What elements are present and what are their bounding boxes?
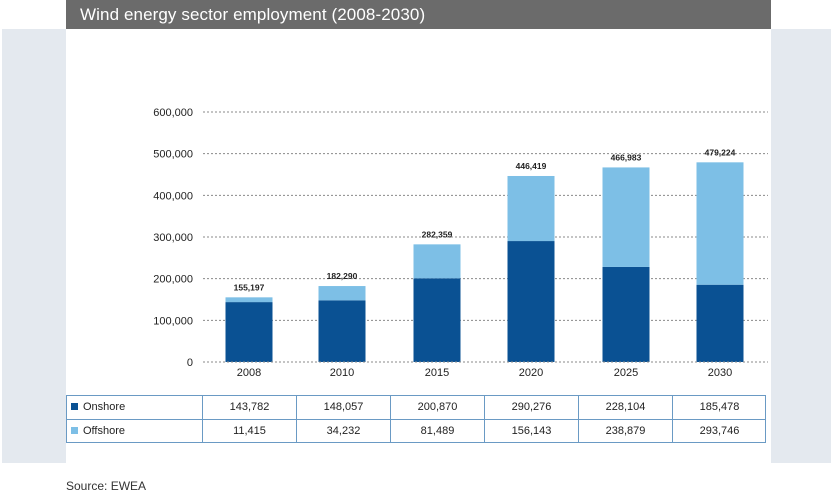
x-tick-label: 2008 xyxy=(237,367,261,379)
table-row-label: Onshore xyxy=(67,396,202,419)
table-cell: 81,489 xyxy=(390,420,484,443)
bar-offshore xyxy=(225,297,273,303)
x-tick-label: 2010 xyxy=(330,367,354,379)
table-cell: 148,057 xyxy=(296,396,390,419)
x-tick-label: 2015 xyxy=(425,367,449,379)
bar-total-label: 446,419 xyxy=(516,161,547,171)
bar-offshore xyxy=(602,167,650,267)
table-row-offshore: Offshore 11,415 34,232 81,489 156,143 23… xyxy=(67,420,765,443)
bar-onshore xyxy=(318,300,366,362)
table-cell: 200,870 xyxy=(390,396,484,419)
table-cell: 156,143 xyxy=(484,420,578,443)
source-note: Source: EWEA xyxy=(66,479,147,493)
y-tick-label: 300,000 xyxy=(153,232,193,244)
y-tick-label: 400,000 xyxy=(153,190,193,202)
table-cell: 143,782 xyxy=(202,396,296,419)
table-cell: 238,879 xyxy=(578,420,672,443)
bar-onshore xyxy=(225,302,273,362)
table-cell: 293,746 xyxy=(672,420,766,443)
bar-offshore xyxy=(318,286,366,301)
table-row-label: Offshore xyxy=(67,420,202,443)
table-cell: 185,478 xyxy=(672,396,766,419)
bar-offshore xyxy=(696,162,744,285)
x-tick-label: 2030 xyxy=(708,367,732,379)
y-tick-label: 200,000 xyxy=(153,274,193,286)
table-cell: 34,232 xyxy=(296,420,390,443)
offshore-swatch-icon xyxy=(71,427,78,434)
table-cell: 290,276 xyxy=(484,396,578,419)
bar-offshore xyxy=(413,244,461,279)
table-cell: 228,104 xyxy=(578,396,672,419)
title-bar: Wind energy sector employment (2008-2030… xyxy=(66,0,771,29)
bar-total-label: 282,359 xyxy=(422,229,453,239)
bar-total-label: 466,983 xyxy=(611,152,642,162)
y-tick-label: 500,000 xyxy=(153,149,193,161)
bar-total-label: 155,197 xyxy=(234,282,265,292)
y-tick-label: 600,000 xyxy=(153,107,193,119)
bar-onshore xyxy=(696,284,744,362)
bar-onshore xyxy=(413,278,461,362)
table-row-onshore: Onshore 143,782 148,057 200,870 290,276 … xyxy=(67,396,765,420)
bar-onshore xyxy=(602,266,650,362)
bar-total-label: 479,224 xyxy=(705,147,736,157)
x-tick-label: 2020 xyxy=(519,367,543,379)
table-cell: 11,415 xyxy=(202,420,296,443)
bar-onshore xyxy=(507,241,555,362)
x-tick-label: 2025 xyxy=(614,367,638,379)
chart-title: Wind energy sector employment (2008-2030… xyxy=(80,5,426,24)
y-tick-label: 100,000 xyxy=(153,315,193,327)
y-tick-label: 0 xyxy=(187,357,193,369)
onshore-swatch-icon xyxy=(71,403,78,410)
bar-offshore xyxy=(507,175,555,242)
data-table: Onshore 143,782 148,057 200,870 290,276 … xyxy=(66,395,766,443)
bar-total-label: 182,290 xyxy=(327,271,358,281)
